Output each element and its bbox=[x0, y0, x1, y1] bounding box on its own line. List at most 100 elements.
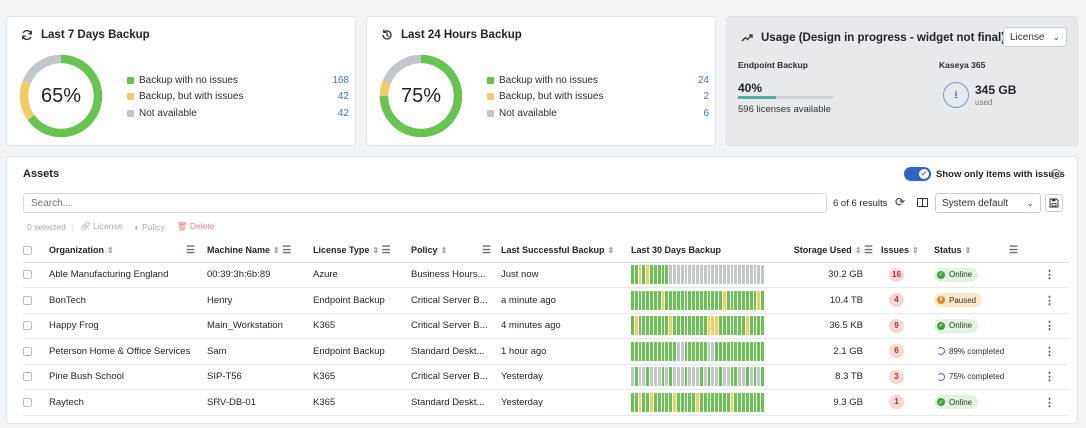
row-select-cell bbox=[23, 262, 49, 288]
col-policy[interactable]: Policy ⇕ ☰ bbox=[411, 239, 501, 263]
backup-day-bar bbox=[661, 265, 665, 285]
issues-badge[interactable]: 16 bbox=[889, 267, 904, 282]
view-select[interactable]: System default ⌄ bbox=[935, 193, 1041, 213]
backup-day-bar bbox=[673, 341, 676, 361]
row-menu-button[interactable]: ⋮ bbox=[1030, 338, 1069, 365]
row-menu-button[interactable]: ⋮ bbox=[1030, 313, 1069, 339]
backup-day-bar bbox=[646, 341, 650, 361]
legend-value-link[interactable]: 24 bbox=[697, 74, 709, 86]
search-input[interactable] bbox=[23, 193, 827, 213]
backup-day-bar bbox=[676, 290, 680, 310]
legend-value-link[interactable]: 42 bbox=[337, 91, 349, 103]
legend-value-link[interactable]: 42 bbox=[337, 107, 349, 119]
col-status[interactable]: Status ⇕ ☰ bbox=[934, 239, 1030, 263]
backup-day-bar bbox=[642, 392, 646, 412]
columns-icon[interactable] bbox=[917, 198, 928, 207]
col-label: Machine Name bbox=[207, 244, 271, 255]
filter-icon[interactable]: ☰ bbox=[282, 244, 292, 256]
filter-icon[interactable]: ☰ bbox=[186, 244, 195, 256]
col-label: Organization bbox=[49, 244, 105, 255]
save-view-button[interactable] bbox=[1045, 194, 1063, 212]
row-menu-button[interactable]: ⋮ bbox=[1030, 287, 1069, 314]
issues-only-toggle[interactable]: ✓ bbox=[904, 167, 931, 181]
refresh-button[interactable]: ⟳ bbox=[895, 195, 906, 209]
backup-day-bar bbox=[753, 265, 757, 285]
row-checkbox[interactable] bbox=[23, 270, 32, 280]
status-text: Online bbox=[949, 397, 973, 407]
row-checkbox[interactable] bbox=[23, 321, 32, 331]
sort-icon: ⇕ bbox=[964, 245, 972, 255]
backup-day-bar bbox=[665, 392, 669, 412]
filter-icon[interactable]: ☰ bbox=[381, 244, 391, 256]
row-menu-button[interactable]: ⋮ bbox=[1030, 364, 1069, 390]
col-license-type[interactable]: License Type ⇕ ☰ bbox=[313, 239, 411, 263]
row-menu-button[interactable]: ⋮ bbox=[1030, 389, 1069, 416]
status-text: 89% completed bbox=[949, 346, 1005, 356]
delete-action[interactable]: 🗑︎ Delete bbox=[177, 221, 215, 232]
backup-day-bar bbox=[646, 367, 650, 387]
backup-day-bar bbox=[726, 265, 730, 285]
legend-row: Not available 6 bbox=[487, 105, 709, 122]
usage-type-select[interactable]: License ⌄ bbox=[1003, 27, 1067, 47]
backup-history-cell bbox=[631, 313, 777, 339]
row-menu-button[interactable]: ⋮ bbox=[1030, 262, 1069, 288]
week-legend: Backup with no issues 168 Backup, but wit… bbox=[127, 72, 349, 122]
progress-spinner-icon bbox=[937, 372, 945, 381]
table-row[interactable]: Pine Bush School SIP-T56 K365 Critical Serv… bbox=[23, 364, 1069, 390]
last-backup-cell: 1 hour ago bbox=[501, 338, 631, 365]
legend-row: Backup with no issues 24 bbox=[487, 72, 709, 89]
status-cell: 75% completed bbox=[934, 364, 1030, 390]
table-row[interactable]: Able Manufacturing England 00:39:3h:6b:89… bbox=[23, 262, 1069, 288]
issues-badge[interactable]: 3 bbox=[889, 369, 904, 384]
select-all-checkbox[interactable] bbox=[23, 246, 32, 256]
backup-day-bar bbox=[749, 392, 753, 412]
issues-badge[interactable]: 6 bbox=[889, 344, 904, 359]
backup-day-bar bbox=[742, 265, 745, 285]
col-storage-used[interactable]: Storage Used ⇕ ☰ bbox=[777, 239, 881, 263]
legend-value-link[interactable]: 2 bbox=[703, 91, 709, 103]
table-row[interactable]: Peterson Home & Office Services Sam Endpoi… bbox=[23, 338, 1069, 365]
issues-badge[interactable]: 9 bbox=[889, 318, 904, 333]
table-row[interactable]: Raytech SRV-DB-01 K365 Standard Deskt... Yes… bbox=[23, 389, 1069, 416]
backup-day-bar bbox=[661, 316, 665, 336]
backup-day-bar bbox=[680, 341, 684, 361]
backup-day-bar bbox=[719, 341, 722, 361]
license-action[interactable]: 🔗︎ License bbox=[80, 221, 122, 232]
backup-day-bar bbox=[642, 316, 646, 336]
backup-history-bars bbox=[631, 367, 764, 387]
backup-day-bar bbox=[699, 367, 703, 387]
issues-badge[interactable]: 1 bbox=[889, 395, 904, 410]
filter-icon[interactable]: ☰ bbox=[1009, 244, 1018, 256]
backup-day-bar bbox=[742, 290, 745, 310]
status-badge: ✓ Online bbox=[934, 395, 979, 410]
legend-value-link[interactable]: 6 bbox=[703, 107, 709, 119]
row-checkbox[interactable] bbox=[23, 397, 32, 407]
issues-badge[interactable]: 4 bbox=[889, 293, 904, 308]
col-issues[interactable]: Issues ⇕ bbox=[881, 239, 934, 263]
filter-icon[interactable]: ☰ bbox=[482, 244, 491, 256]
kaseya-sub: used bbox=[975, 98, 993, 107]
backup-history-bars bbox=[631, 290, 764, 310]
license-type-cell: K365 bbox=[313, 389, 411, 416]
col-machine-name[interactable]: Machine Name ⇕ ☰ bbox=[207, 239, 313, 263]
backup-day-bar bbox=[722, 316, 726, 336]
col-organization[interactable]: Organization ⇕ ☰ bbox=[49, 239, 207, 263]
table-row[interactable]: BonTech Henry Endpoint Backup Critical Serv… bbox=[23, 287, 1069, 314]
table-row[interactable]: Happy Frog Main_Workstation K365 Critical S… bbox=[23, 313, 1069, 339]
legend-value-link[interactable]: 168 bbox=[332, 74, 349, 86]
backup-day-bar bbox=[745, 341, 749, 361]
filter-icon[interactable]: ☰ bbox=[864, 244, 873, 256]
row-checkbox[interactable] bbox=[23, 346, 32, 356]
row-checkbox[interactable] bbox=[23, 372, 32, 382]
info-icon[interactable]: i bbox=[1051, 169, 1061, 179]
backup-day-bar bbox=[688, 290, 692, 310]
backup-day-bar bbox=[761, 290, 764, 310]
row-checkbox[interactable] bbox=[23, 295, 32, 305]
backup-day-bar bbox=[753, 392, 757, 412]
backup-day-bar bbox=[653, 316, 657, 336]
week-card-title: Last 7 Days Backup bbox=[21, 29, 150, 41]
day-legend: Backup with no issues 24 Backup, but with… bbox=[487, 72, 709, 122]
backup-day-bar bbox=[634, 367, 638, 387]
policy-action[interactable]: ◐ Policy bbox=[134, 222, 164, 232]
col-last-backup[interactable]: Last Successful Backup ⇕ bbox=[501, 239, 631, 263]
